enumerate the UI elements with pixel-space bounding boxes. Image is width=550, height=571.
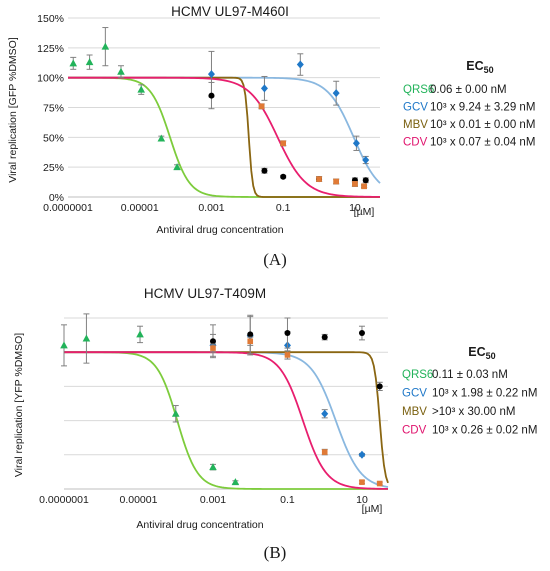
fit-curve-mbv bbox=[64, 351, 389, 484]
data-point-square bbox=[258, 103, 265, 110]
chart-b-xlabel: Antiviral drug concentration bbox=[136, 519, 263, 531]
data-point-qrs6 bbox=[82, 334, 91, 342]
data-point-square bbox=[333, 178, 339, 185]
data-point-square bbox=[280, 140, 286, 147]
legend-ec50-gcv: 10³ x 9.24 ± 3.29 nM bbox=[430, 102, 535, 114]
chart-a-panel-label: (A) bbox=[263, 250, 287, 269]
data-point-gcv bbox=[362, 156, 370, 165]
data-point-square bbox=[316, 176, 322, 182]
x-tick-label: 0.001 bbox=[198, 202, 224, 214]
data-point-gcv bbox=[358, 450, 366, 459]
data-point-circle bbox=[247, 331, 254, 338]
x-tick-label: 0.00001 bbox=[121, 202, 159, 214]
data-point-circle bbox=[321, 334, 328, 341]
data-point-qrs6 bbox=[60, 341, 68, 349]
chart-b-title: HCMV UL97-T409M bbox=[144, 286, 266, 301]
data-point-circle bbox=[261, 167, 268, 174]
legend-name-cdv: CDV bbox=[403, 137, 428, 149]
chart-a-xlabel: Antiviral drug concentration bbox=[156, 224, 283, 236]
legend-name-qrs6: QRS6 bbox=[403, 84, 434, 96]
data-point-gcv bbox=[321, 409, 329, 418]
data-point-circle bbox=[280, 173, 287, 180]
legend-ec50-mbv: >10³ x 30.00 nM bbox=[432, 406, 515, 418]
data-point-gcv bbox=[260, 84, 268, 93]
legend-ec50-mbv: 10³ x 0.01 ± 0.00 nM bbox=[430, 119, 535, 131]
y-tick-label: 100% bbox=[37, 73, 64, 85]
y-tick-label: 50% bbox=[43, 132, 64, 144]
chart-a-unit-label: [µM] bbox=[354, 206, 375, 218]
data-point-square bbox=[352, 181, 358, 187]
x-tick-label: 0.00001 bbox=[120, 494, 158, 506]
data-point-qrs6 bbox=[101, 42, 110, 50]
chart-a-ylabel: Viral replication [GFP %DMSO] bbox=[7, 37, 19, 183]
legend-ec50-cdv: 10³ x 0.07 ± 0.04 nM bbox=[430, 137, 535, 149]
data-point-gcv bbox=[207, 70, 215, 79]
data-point-qrs6 bbox=[171, 409, 180, 417]
data-point-circle bbox=[208, 92, 215, 99]
data-point-square bbox=[361, 183, 367, 190]
data-point-circle bbox=[209, 338, 216, 345]
legend-name-cdv: CDV bbox=[402, 425, 427, 437]
data-point-circle bbox=[362, 177, 369, 184]
data-point-square bbox=[247, 338, 254, 345]
legend-ec50-cdv: 10³ x 0.26 ± 0.02 nM bbox=[432, 425, 537, 437]
data-point-qrs6 bbox=[136, 330, 144, 338]
data-point-qrs6 bbox=[69, 59, 78, 67]
chart-b-unit-label: [µM] bbox=[362, 503, 383, 515]
y-tick-label: 25% bbox=[43, 162, 64, 174]
legend-ec50-qrs6: 0.06 ± 0.00 nM bbox=[430, 84, 507, 96]
data-point-qrs6 bbox=[209, 463, 217, 471]
legend-name-gcv: GCV bbox=[402, 388, 427, 400]
legend-name-qrs6: QRS6 bbox=[402, 369, 433, 381]
chart-b-legend-header: EC50 bbox=[468, 345, 495, 361]
chart-b-ylabel: Viral replication [YFP %DMSO] bbox=[13, 333, 25, 477]
data-point-gcv bbox=[296, 60, 304, 69]
data-point-square bbox=[210, 345, 216, 351]
data-point-square bbox=[359, 479, 365, 485]
data-point-square bbox=[321, 449, 328, 455]
x-tick-label: 0.1 bbox=[280, 494, 295, 506]
chart-a-title: HCMV UL97-M460I bbox=[171, 4, 289, 19]
x-tick-label: 0.0000001 bbox=[43, 202, 93, 214]
x-tick-label: 0.1 bbox=[276, 202, 291, 214]
chart-a-legend-header: EC50 bbox=[466, 59, 493, 75]
data-point-circle bbox=[376, 383, 383, 390]
legend-ec50-gcv: 10³ x 1.98 ± 0.22 nM bbox=[432, 388, 537, 400]
chart-b-panel-label: (B) bbox=[264, 543, 287, 562]
data-point-circle bbox=[284, 330, 291, 337]
data-point-square bbox=[284, 352, 291, 358]
legend-ec50-qrs6: 0.11 ± 0.03 nM bbox=[432, 369, 508, 381]
fit-curve-gcv bbox=[64, 351, 389, 488]
legend-name-mbv: MBV bbox=[403, 119, 428, 131]
data-point-gcv bbox=[352, 139, 360, 148]
data-point-qrs6 bbox=[173, 163, 181, 171]
data-point-qrs6 bbox=[85, 58, 94, 66]
y-tick-label: 125% bbox=[37, 43, 64, 55]
data-point-qrs6 bbox=[231, 478, 240, 486]
fit-curve-cdv bbox=[64, 351, 389, 490]
legend-name-gcv: GCV bbox=[403, 102, 428, 114]
data-point-qrs6 bbox=[137, 85, 146, 93]
x-tick-label: 10 bbox=[349, 202, 361, 214]
x-tick-label: 0.0000001 bbox=[39, 494, 89, 506]
chart-a: HCMV UL97-M460I Viral replication [GFP %… bbox=[7, 4, 535, 269]
y-tick-label: 0% bbox=[49, 192, 64, 204]
chart-b: HCMV UL97-T409M Viral replication [YFP %… bbox=[13, 286, 537, 562]
data-point-qrs6 bbox=[117, 67, 125, 75]
data-point-gcv bbox=[332, 89, 340, 98]
x-tick-label: 0.001 bbox=[200, 494, 226, 506]
legend-name-mbv: MBV bbox=[402, 406, 427, 418]
data-point-circle bbox=[358, 330, 365, 337]
data-point-qrs6 bbox=[157, 134, 166, 142]
x-tick-label: 10 bbox=[356, 494, 368, 506]
y-tick-label: 75% bbox=[43, 103, 64, 115]
data-point-square bbox=[376, 480, 383, 487]
y-tick-label: 150% bbox=[37, 13, 64, 25]
